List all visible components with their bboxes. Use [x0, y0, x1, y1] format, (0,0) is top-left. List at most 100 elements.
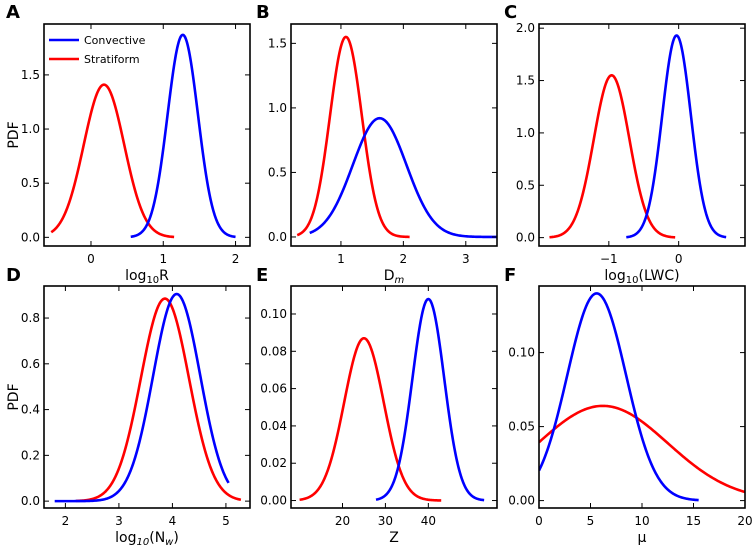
- y-tick-label: 1.0: [21, 122, 40, 136]
- x-label-main: μ: [638, 530, 647, 545]
- y-tick-label: 0.08: [260, 344, 287, 358]
- x-label-end: ): [173, 530, 178, 545]
- panel-letter: B: [256, 2, 270, 23]
- x-tick-label: 3: [115, 514, 123, 528]
- panel-letter: A: [6, 2, 20, 23]
- x-label-tail: R: [159, 268, 169, 284]
- y-tick-label: 0.5: [268, 165, 287, 179]
- x-label-main: D: [384, 268, 395, 284]
- x-label-main: log: [125, 268, 146, 284]
- series-line-convective: [539, 292, 699, 502]
- y-tick-label: 0.0: [21, 230, 40, 244]
- x-label-sub: m: [395, 275, 405, 286]
- x-tick-label: 2: [400, 252, 408, 266]
- axes-frame: [290, 285, 498, 509]
- y-tick-label: 1.0: [268, 101, 287, 115]
- series-line-stratiform: [296, 35, 411, 239]
- y-tick-label: 0.06: [260, 382, 287, 396]
- series-line-stratiform: [548, 74, 676, 239]
- y-tick-label: 0.00: [508, 494, 535, 508]
- y-tick-label: 0.0: [516, 231, 535, 245]
- x-tick-label: 20: [335, 514, 350, 528]
- y-tick-label: 0.10: [260, 307, 287, 321]
- x-tick-label: 5: [587, 514, 595, 528]
- x-tick-label: 0: [675, 252, 683, 266]
- x-label-sub2: w: [165, 537, 174, 545]
- y-tick-label: 0.0: [268, 230, 287, 244]
- y-tick-label: 0.10: [508, 346, 535, 360]
- panel-a: 0 1 2 0.0 0.5 1.0 1.5 log10R PDF A: [6, 2, 251, 286]
- x-axis-label: Dm: [384, 268, 405, 286]
- y-tick-label: 1.5: [21, 68, 40, 82]
- x-tick-label: 2: [62, 514, 70, 528]
- axes-frame: [43, 285, 251, 509]
- panel-f: 0 5 10 15 20 0.00 0.05 0.10 μ F: [504, 265, 753, 545]
- panel-e: 20 30 40 0.00 0.02 0.04 0.06 0.08 0.10 Z E: [256, 265, 498, 545]
- series-line-convective: [375, 297, 485, 502]
- y-tick-label: 2.0: [516, 21, 535, 35]
- x-label-sub: 10: [626, 275, 639, 286]
- y-tick-label: 1.5: [516, 74, 535, 88]
- y-axis-label: PDF: [6, 121, 22, 148]
- panel-letter: D: [6, 265, 21, 286]
- series-line-convective: [54, 292, 230, 503]
- y-tick-label: 1.0: [516, 126, 535, 140]
- y-tick-label: 0.0: [21, 494, 40, 508]
- y-tick-label: 0.4: [21, 403, 40, 417]
- series-line-stratiform: [50, 83, 175, 239]
- series-line-convective: [309, 116, 497, 239]
- panel-b: 1 2 3 0.0 0.5 1.0 1.5 Dm B: [256, 2, 498, 286]
- x-tick-label: 5: [222, 514, 230, 528]
- legend-label-convective: Convective: [84, 34, 146, 47]
- y-tick-label: 0.8: [21, 311, 40, 325]
- y-tick-label: 0.2: [21, 448, 40, 462]
- x-label-sub: 10: [146, 275, 159, 286]
- x-tick-label: 15: [686, 514, 701, 528]
- x-label-main: log: [604, 268, 625, 284]
- x-axis-label: log10(LWC): [604, 268, 679, 286]
- panel-letter: F: [504, 265, 516, 286]
- x-tick-label: 1: [159, 252, 167, 266]
- x-label-tail: (N: [149, 530, 165, 545]
- series-line-convective: [625, 34, 727, 239]
- x-tick-label: 4: [169, 514, 177, 528]
- x-tick-label: 2: [232, 252, 240, 266]
- series-line-stratiform: [75, 297, 242, 503]
- x-tick-label: 1: [337, 252, 345, 266]
- axes-frame: [538, 285, 746, 509]
- legend: Convective Stratiform: [49, 34, 146, 66]
- x-tick-label: 3: [462, 252, 470, 266]
- y-tick-label: 0.5: [516, 178, 535, 192]
- x-tick-label: 20: [737, 514, 752, 528]
- y-tick-label: 0.05: [508, 420, 535, 434]
- axes-frame: [290, 23, 498, 247]
- axes-frame: [43, 23, 251, 247]
- y-tick-label: 1.5: [268, 36, 287, 50]
- y-tick-label: 0.5: [21, 176, 40, 190]
- y-tick-label: 0.00: [260, 494, 287, 508]
- x-tick-label: 0: [87, 252, 95, 266]
- x-tick-label: 40: [421, 514, 436, 528]
- x-label-sub: 10: [137, 537, 150, 545]
- x-tick-label: 10: [634, 514, 649, 528]
- series-line-stratiform: [539, 404, 745, 494]
- x-label-tail: (LWC): [639, 268, 680, 284]
- x-tick-label: −1: [600, 252, 618, 266]
- axes-frame: [538, 23, 746, 247]
- panel-letter: E: [256, 265, 268, 286]
- y-tick-label: 0.02: [260, 456, 287, 470]
- x-axis-label: log10R: [125, 268, 169, 286]
- x-label-main: Z: [389, 530, 399, 545]
- y-axis-label: PDF: [6, 383, 22, 410]
- x-axis-label: log10(Nw): [115, 530, 179, 545]
- x-tick-label: 30: [378, 514, 393, 528]
- legend-label-stratiform: Stratiform: [84, 53, 140, 66]
- x-label-main: log: [115, 530, 136, 545]
- series-line-convective: [130, 33, 237, 239]
- panel-c: −1 0 0.0 0.5 1.0 1.5 2.0 log10(LWC) C: [504, 2, 746, 286]
- y-tick-label: 0.04: [260, 419, 287, 433]
- panel-letter: C: [504, 2, 517, 23]
- x-tick-label: 0: [535, 514, 543, 528]
